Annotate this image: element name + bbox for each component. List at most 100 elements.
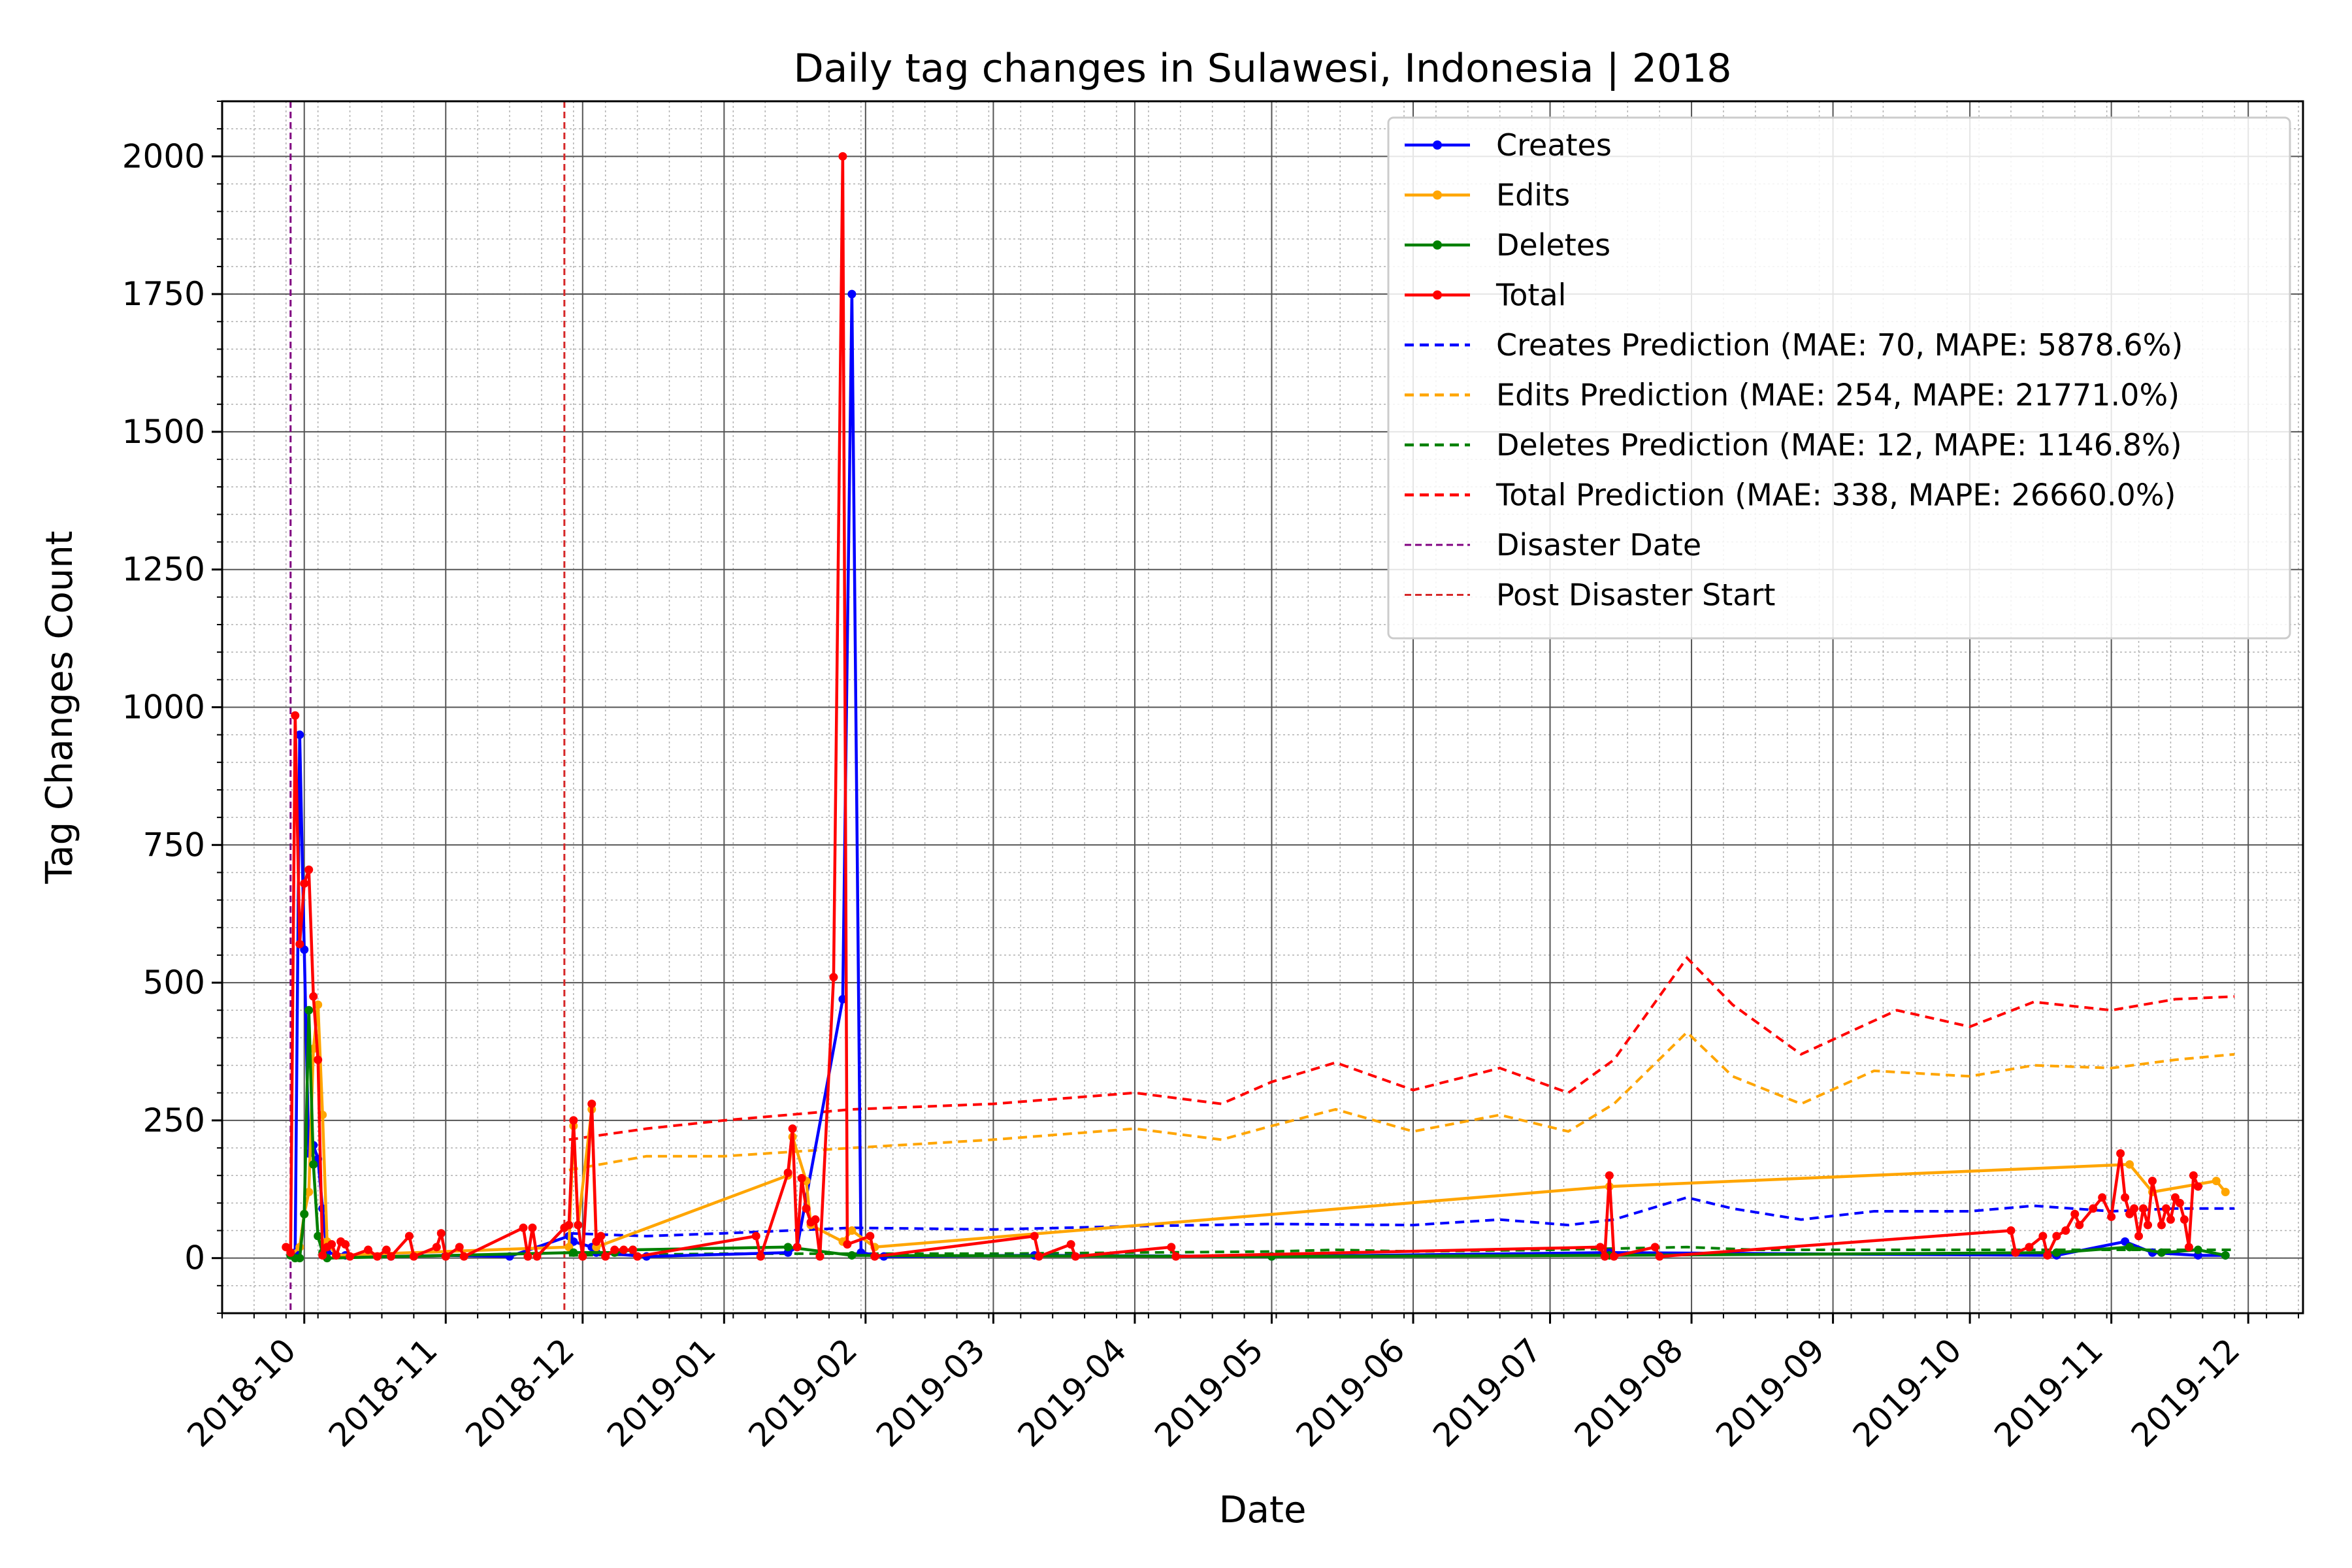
point-total (291, 711, 300, 720)
point-total (797, 1173, 806, 1183)
point-edits (2212, 1177, 2221, 1186)
legend-label-edits-prediction: Edits Prediction (MAE: 254, MAPE: 21771.… (1496, 378, 2180, 413)
point-total (1650, 1243, 1659, 1252)
point-total (811, 1215, 820, 1224)
point-total (295, 939, 304, 949)
legend-item-deletes-prediction: Deletes Prediction (MAE: 12, MAPE: 1146.… (1405, 427, 2182, 463)
point-deletes (309, 1160, 318, 1169)
legend-item-creates-prediction: Creates Prediction (MAE: 70, MAPE: 5878.… (1405, 327, 2183, 363)
point-total (629, 1245, 638, 1254)
point-total (619, 1245, 629, 1254)
point-total (569, 1116, 578, 1125)
point-total (1171, 1252, 1181, 1261)
point-deletes (295, 1254, 304, 1263)
point-creates (295, 730, 304, 740)
point-total (2011, 1248, 2020, 1257)
legend-item-edits-prediction: Edits Prediction (MAE: 254, MAPE: 21771.… (1405, 378, 2180, 413)
point-total (2157, 1220, 2166, 1230)
point-total (587, 1100, 596, 1109)
y-tick-label: 0 (184, 1239, 205, 1277)
point-total (2107, 1212, 2116, 1221)
point-total (2161, 1204, 2170, 1213)
point-edits (2125, 1160, 2134, 1169)
point-total (346, 1252, 355, 1261)
point-total (866, 1232, 875, 1241)
legend-item-total: Total (1405, 278, 1566, 313)
point-total (788, 1124, 797, 1134)
point-deletes (847, 1250, 857, 1260)
point-total (2052, 1232, 2061, 1241)
point-total (382, 1245, 391, 1254)
point-total (1066, 1240, 1075, 1249)
y-tick-label: 750 (143, 826, 205, 864)
y-tick-label: 500 (143, 964, 205, 1002)
point-deletes (2052, 1248, 2061, 1257)
point-total (802, 1204, 811, 1213)
point-total (1071, 1252, 1080, 1261)
point-total (751, 1232, 760, 1241)
legend-marker-edits (1433, 190, 1442, 200)
point-total (1595, 1243, 1605, 1252)
point-total (756, 1252, 765, 1261)
point-deletes (304, 1005, 314, 1015)
legend-item-deletes: Deletes (1405, 227, 1610, 263)
legend-marker-deletes (1433, 240, 1442, 250)
point-total (2166, 1215, 2175, 1224)
series-creates-prediction (568, 1196, 2235, 1238)
y-tick-label: 1750 (122, 275, 205, 313)
point-creates (847, 289, 857, 299)
point-total (404, 1232, 414, 1241)
legend-box (1387, 116, 2291, 640)
point-total (829, 973, 838, 982)
point-total (409, 1252, 418, 1261)
line-creates-prediction (568, 1196, 2235, 1238)
point-total (2006, 1226, 2016, 1235)
point-total (2180, 1215, 2189, 1224)
point-total (838, 152, 847, 161)
point-total (523, 1252, 532, 1261)
legend-label-deletes: Deletes (1496, 227, 1610, 263)
point-total (519, 1223, 528, 1232)
point-total (2038, 1232, 2048, 1241)
point-total (783, 1168, 792, 1177)
legend-label-deletes-prediction: Deletes Prediction (MAE: 12, MAPE: 1146.… (1496, 427, 2182, 463)
legend-label-disaster-date: Disaster Date (1496, 527, 1701, 563)
series-deletes-prediction (568, 1245, 2235, 1257)
point-total (2184, 1243, 2193, 1252)
legend-label-edits: Edits (1496, 178, 1570, 213)
y-tick-label: 2000 (122, 137, 205, 175)
y-tick-label: 1250 (122, 551, 205, 589)
point-total (2148, 1177, 2157, 1186)
point-total (792, 1243, 802, 1252)
point-total (578, 1252, 587, 1261)
point-edits (304, 1188, 314, 1196)
point-total (459, 1252, 468, 1261)
point-deletes (2221, 1250, 2230, 1260)
point-total (1655, 1252, 1664, 1261)
point-total (574, 1220, 583, 1230)
legend-item-total-prediction: Total Prediction (MAE: 338, MAPE: 26660.… (1405, 478, 2176, 513)
series-total (282, 152, 2202, 1261)
point-edits (314, 1000, 323, 1009)
point-total (2189, 1171, 2198, 1180)
point-total (1030, 1232, 1039, 1241)
point-deletes (300, 1209, 309, 1218)
legend-label-total: Total (1495, 278, 1566, 313)
point-deletes (2157, 1248, 2166, 1257)
legend-item-post-disaster-start: Post Disaster Start (1405, 578, 1775, 613)
legend-marker-total (1433, 290, 1442, 300)
point-total (314, 1055, 323, 1064)
point-total (2130, 1204, 2139, 1213)
point-total (596, 1232, 606, 1241)
point-total (528, 1223, 537, 1232)
point-edits (847, 1226, 857, 1235)
point-total (300, 879, 309, 888)
point-total (441, 1252, 450, 1261)
legend-label-creates: Creates (1496, 127, 1612, 163)
point-total (2025, 1243, 2034, 1252)
point-total (843, 1240, 852, 1249)
legend-label-total-prediction: Total Prediction (MAE: 338, MAPE: 26660.… (1495, 478, 2176, 513)
point-total (815, 1252, 825, 1261)
series-total-prediction (568, 955, 2235, 1141)
